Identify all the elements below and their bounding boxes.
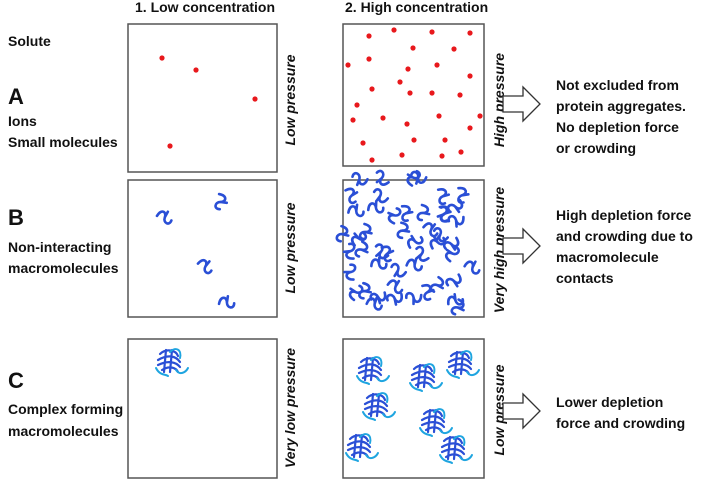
ion-dot [366,33,372,39]
row-b-outcome-3: macromolecule [556,249,659,265]
ion-dot [366,56,372,62]
ions-low [159,55,258,149]
ion-dot [467,125,473,131]
column-header-high: 2. High concentration [345,0,488,15]
row-b-high-pressure: Very high pressure [491,187,507,314]
ion-dot [457,92,463,98]
row-b-low-pressure: Low pressure [282,202,298,293]
ion-dot [350,117,356,123]
row-b-low-box [127,179,278,318]
ion-dot [451,46,457,52]
row-a-low-box [127,23,278,173]
ion-dot [360,140,366,146]
column-header-low: 1. Low concentration [135,0,275,15]
row-a-outcome-1: Not excluded from [556,77,679,93]
ion-dot [193,67,199,73]
ion-dot [411,137,417,143]
row-b-label-1: Non-interacting [8,239,111,255]
ion-dot [410,45,416,51]
ion-dot [391,27,397,33]
row-a-outcome-4: or crowding [556,140,636,156]
row-b-letter: B [8,205,24,230]
arrow-right-icon [502,392,541,430]
row-c-label-1: Complex forming [8,401,123,417]
row-a-label-1: Ions [8,113,37,129]
arrow-right-icon [502,85,541,123]
ion-dot [380,115,386,121]
row-b-label-2: macromolecules [8,260,119,276]
row-c-high-pressure: Low pressure [491,364,507,455]
row-b-outcome-4: contacts [556,270,614,286]
ion-dot [429,90,435,96]
row-a-label-2: Small molecules [8,134,118,150]
row-b-outcome-1: High depletion force [556,207,692,223]
row-c-letter: C [8,368,24,393]
row-c-low-box [127,338,278,479]
ion-dot [467,30,473,36]
row-c-low-pressure: Very low pressure [282,348,298,468]
ion-dot [436,113,442,119]
ion-dot [345,62,351,68]
ion-dot [467,73,473,79]
row-a-letter: A [8,84,24,109]
ion-dot [458,149,464,155]
row-a-high-pressure: High pressure [491,53,507,147]
ion-dot [369,86,375,92]
row-c-outcome-2: force and crowding [556,415,685,431]
ion-dot [477,113,483,119]
ion-dot [397,79,403,85]
row-a-low-pressure: Low pressure [282,54,298,145]
ion-dot [167,143,173,149]
row-c-label-2: macromolecules [8,423,119,439]
ion-dot [252,96,258,102]
row-c-outcome-1: Lower depletion [556,394,663,410]
arrow-right-icon [502,227,541,265]
ion-dot [399,152,405,158]
row-a-outcome-3: No depletion force [556,119,679,135]
solute-label: Solute [8,33,51,49]
ion-dot [429,29,435,35]
ion-dot [159,55,165,61]
ion-dot [442,137,448,143]
row-a-outcome-2: protein aggregates. [556,98,686,114]
ion-dot [404,121,410,127]
ions-high [345,27,483,163]
ion-dot [434,62,440,68]
ion-dot [407,90,413,96]
ion-dot [354,102,360,108]
ion-dot [369,157,375,163]
ion-dot [405,66,411,72]
row-b-outcome-2: and crowding due to [556,228,693,244]
ion-dot [439,153,445,159]
